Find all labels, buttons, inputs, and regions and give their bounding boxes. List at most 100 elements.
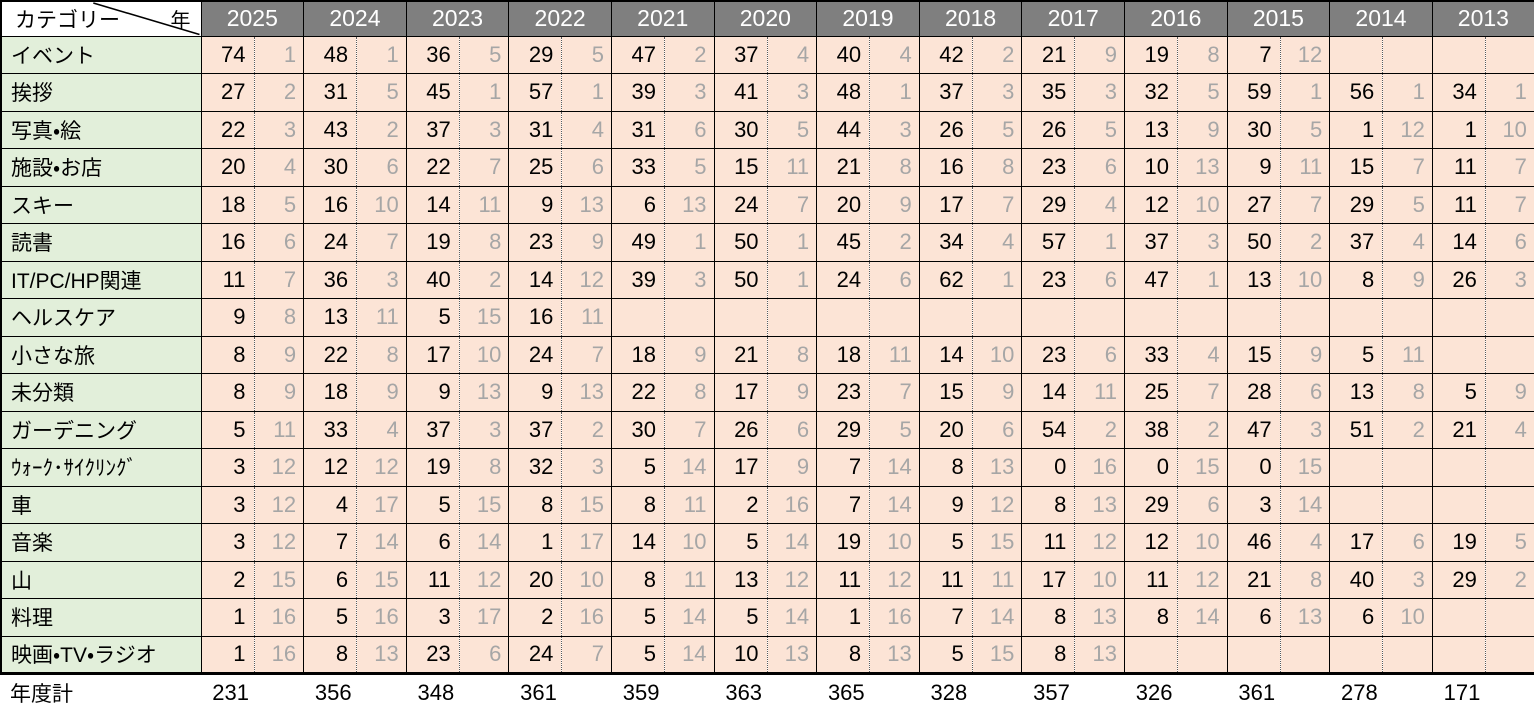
year-header-2023: 2023 — [406, 1, 509, 36]
count-cell — [1432, 36, 1485, 74]
count-cell: 12 — [1124, 524, 1177, 562]
total-spacer — [972, 674, 1022, 711]
total-spacer — [1280, 674, 1330, 711]
rank-cell — [767, 299, 817, 337]
count-cell: 14 — [611, 524, 664, 562]
count-cell: 38 — [1124, 411, 1177, 449]
count-cell: 36 — [304, 261, 357, 299]
total-spacer — [254, 674, 304, 711]
rank-cell: 5 — [972, 111, 1022, 149]
rank-cell: 13 — [664, 186, 714, 224]
count-cell: 8 — [1022, 486, 1075, 524]
rank-cell: 11 — [1383, 336, 1433, 374]
count-cell: 29 — [509, 36, 562, 74]
count-cell: 49 — [611, 224, 664, 262]
count-cell: 18 — [201, 186, 254, 224]
rank-cell: 10 — [1383, 599, 1433, 637]
count-cell: 23 — [406, 636, 459, 674]
rank-cell: 9 — [767, 449, 817, 487]
rank-cell: 13 — [459, 374, 509, 412]
count-cell: 29 — [1330, 186, 1383, 224]
count-cell — [817, 299, 870, 337]
count-cell: 20 — [509, 561, 562, 599]
rank-cell: 2 — [1177, 411, 1227, 449]
rank-cell: 14 — [1280, 486, 1330, 524]
rank-cell: 4 — [870, 36, 920, 74]
count-cell: 8 — [304, 636, 357, 674]
count-cell: 9 — [919, 486, 972, 524]
count-cell: 41 — [714, 74, 767, 112]
count-cell: 11 — [817, 561, 870, 599]
count-cell: 11 — [406, 561, 459, 599]
count-cell: 40 — [406, 261, 459, 299]
count-cell: 28 — [1227, 374, 1280, 412]
count-cell: 11 — [201, 261, 254, 299]
rank-cell: 13 — [1075, 486, 1125, 524]
category-label: 音楽 — [1, 524, 201, 562]
count-cell — [1022, 299, 1075, 337]
rank-cell: 4 — [1383, 224, 1433, 262]
rank-cell: 17 — [562, 524, 612, 562]
count-cell — [1227, 299, 1280, 337]
rank-cell: 11 — [664, 486, 714, 524]
count-cell: 10 — [1124, 149, 1177, 187]
rank-cell — [1383, 36, 1433, 74]
count-cell: 9 — [1227, 149, 1280, 187]
total-spacer — [459, 674, 509, 711]
rank-cell: 6 — [1075, 261, 1125, 299]
category-label: 未分類 — [1, 374, 201, 412]
total-value: 359 — [611, 674, 664, 711]
rank-cell: 3 — [870, 111, 920, 149]
count-cell: 45 — [406, 74, 459, 112]
count-cell: 5 — [304, 599, 357, 637]
rank-cell: 8 — [870, 149, 920, 187]
rank-cell: 11 — [972, 561, 1022, 599]
count-cell: 5 — [714, 599, 767, 637]
category-label: 写真・絵 — [1, 111, 201, 149]
rank-cell: 13 — [1075, 636, 1125, 674]
rank-cell: 6 — [664, 111, 714, 149]
category-label: 小さな旅 — [1, 336, 201, 374]
category-label: 車 — [1, 486, 201, 524]
rank-cell: 4 — [972, 224, 1022, 262]
count-cell: 48 — [304, 36, 357, 74]
count-cell — [1432, 449, 1485, 487]
count-cell: 17 — [714, 449, 767, 487]
category-label: 読書 — [1, 224, 201, 262]
count-cell: 5 — [1432, 374, 1485, 412]
rank-cell: 5 — [1280, 111, 1330, 149]
count-cell: 15 — [919, 374, 972, 412]
count-cell: 21 — [817, 149, 870, 187]
count-cell: 8 — [611, 561, 664, 599]
rank-cell: 13 — [1075, 599, 1125, 637]
count-cell: 8 — [1330, 261, 1383, 299]
rank-cell: 1 — [972, 261, 1022, 299]
rank-cell: 5 — [254, 186, 304, 224]
count-cell: 13 — [1124, 111, 1177, 149]
count-cell: 23 — [1022, 261, 1075, 299]
rank-cell: 8 — [767, 336, 817, 374]
count-cell: 3 — [201, 449, 254, 487]
rank-cell — [1075, 299, 1125, 337]
rank-cell: 16 — [357, 599, 407, 637]
rank-cell: 9 — [254, 336, 304, 374]
rank-cell: 9 — [870, 186, 920, 224]
count-cell: 21 — [1432, 411, 1485, 449]
total-row-label: 年度計 — [1, 674, 201, 711]
count-cell: 11 — [919, 561, 972, 599]
rank-cell: 14 — [357, 524, 407, 562]
count-cell: 5 — [611, 636, 664, 674]
rank-cell: 14 — [664, 599, 714, 637]
rank-cell: 10 — [664, 524, 714, 562]
rank-cell: 12 — [254, 486, 304, 524]
count-cell: 50 — [714, 261, 767, 299]
count-cell: 34 — [919, 224, 972, 262]
rank-cell: 9 — [1485, 374, 1534, 412]
